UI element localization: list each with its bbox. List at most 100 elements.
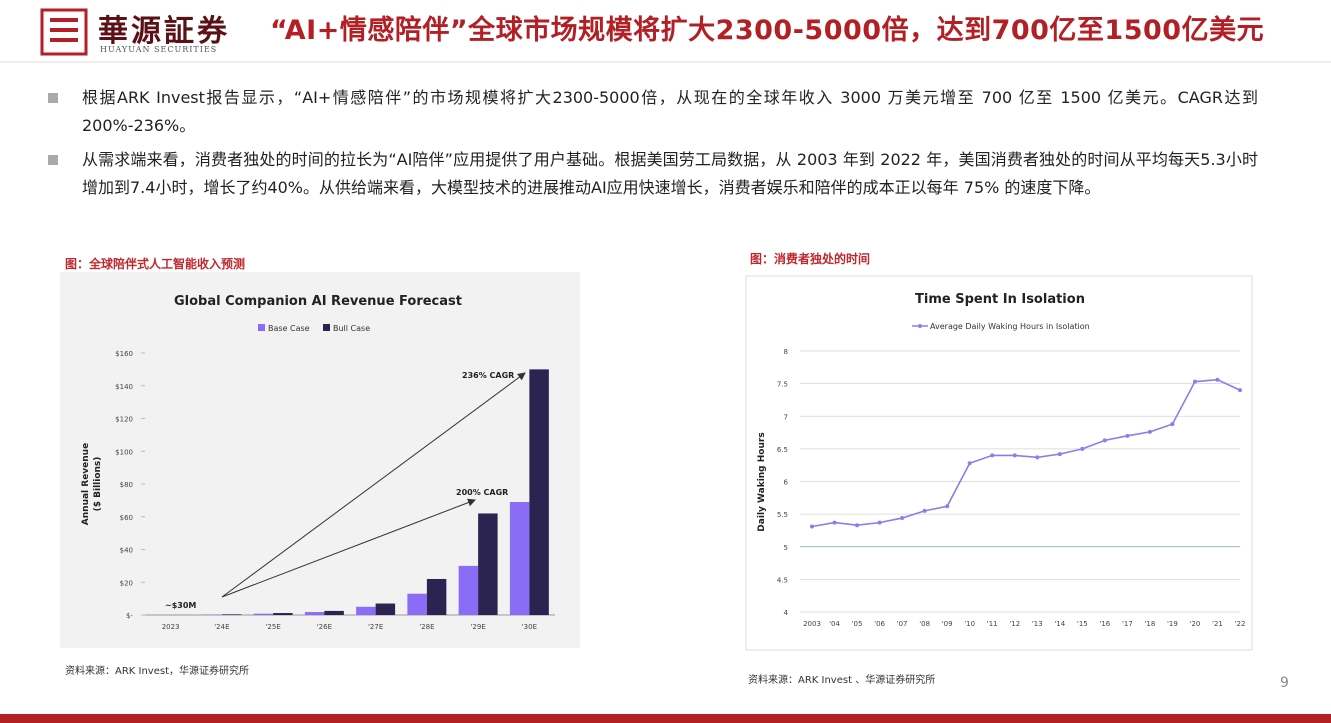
y-tick-label: $- [126,612,133,620]
chart-panel [60,272,580,648]
x-tick-label: 2023 [162,623,180,631]
legend-swatch [323,324,330,331]
point [1012,453,1017,458]
source: 资料来源：ARK Invest 、华源证券研究所 [748,675,936,686]
y-axis-label: ($ Billions) [93,457,103,512]
point [1192,379,1197,384]
chart-title: Time Spent In Isolation [915,292,1085,307]
y-tick-label: $80 [120,481,133,489]
point [877,520,882,525]
x-tick-label: '16 [1099,620,1110,628]
bar [529,369,549,615]
point [945,504,950,509]
logo-icon [50,28,78,32]
line [811,378,1241,528]
page-number: 9 [1280,675,1289,691]
y-axis-label: Daily Waking Hours [757,432,767,531]
logo-icon [40,8,88,56]
annotation: ~$30M [165,601,196,610]
y-tick-label: 7 [784,413,788,421]
y-tick-label: 8 [784,348,788,356]
bar [356,606,376,615]
x-tick-label: '10 [964,620,975,628]
y-tick-label: 6 [784,479,789,487]
point [1080,446,1085,451]
y-tick-label: 4 [784,609,789,617]
x-tick-label: '07 [897,620,908,628]
bullet: 根据ARK Invest报告显示，“AI+情感陪伴”的市场规模将扩大2300-5… [48,84,1258,140]
y-tick-label: $160 [115,350,133,358]
x-tick-label: '22 [1235,620,1246,628]
x-tick-label: '05 [852,620,863,628]
point [1215,377,1220,382]
y-tick-label: $100 [115,448,133,456]
x-tick-label: 2003 [803,620,821,628]
legend-swatch [918,324,922,328]
caption: 图：消费者独处的时间 [750,252,871,266]
y-tick-label: 5.5 [777,511,788,519]
x-tick-label: '27E [368,623,383,631]
x-tick-label: '14 [1054,620,1065,628]
bar [426,578,447,615]
bar [478,513,498,615]
point [810,524,814,529]
point [1147,429,1152,434]
logo-icon [50,38,78,42]
point [1035,455,1040,460]
x-tick-label: '12 [1009,620,1020,628]
x-tick-label: '19 [1167,620,1178,628]
point [1170,422,1175,427]
x-tick-label: '25E [265,623,280,631]
point [1057,452,1062,457]
x-tick-label: '04 [829,620,840,628]
bar [273,613,293,615]
bar [375,603,396,615]
y-tick-label: 7.5 [777,381,788,389]
page-title: “AI+情感陪伴”全球市场规模将扩大2300-5000倍，达到700亿至1500… [270,15,1265,46]
x-tick-label: '06 [874,620,885,628]
y-tick-label: $60 [120,514,133,522]
y-tick-label: 6.5 [777,446,788,454]
point [832,520,837,525]
chart-title: Global Companion AI Revenue Forecast [174,294,462,309]
bar [221,614,242,615]
point [1125,433,1130,438]
x-tick-label: '18 [1144,620,1155,628]
x-tick-label: '30E [522,623,537,631]
bar [458,565,479,615]
bar [304,612,325,615]
logo-icon [50,18,78,22]
annotation: 236% CAGR [462,371,514,380]
x-tick-label: '11 [987,620,998,628]
point [922,508,927,513]
arrow [221,372,526,598]
x-tick-label: '28E [419,623,434,631]
y-tick-label: $20 [120,579,133,587]
y-tick-label: 5 [784,544,788,552]
y-tick-label: 4.5 [777,576,788,584]
x-tick-label: '09 [942,620,953,628]
y-tick-label: $40 [120,547,133,555]
bullet-text: 从需求端来看，消费者独处的时间的拉长为“AI陪伴”应用提供了用户基础。根据美国劳… [82,150,1258,197]
annotation: 200% CAGR [456,488,508,497]
bullet-text: 根据ARK Invest报告显示，“AI+情感陪伴”的市场规模将扩大2300-5… [82,88,1258,135]
x-tick-label: '08 [919,620,930,628]
bullet: 从需求端来看，消费者独处的时间的拉长为“AI陪伴”应用提供了用户基础。根据美国劳… [48,146,1258,202]
point [855,523,860,528]
bar [253,613,274,615]
x-tick-label: '20 [1190,620,1201,628]
legend-label: Average Daily Waking Hours in Isolation [930,322,1090,331]
x-tick-label: '17 [1122,620,1133,628]
chart-panel [745,275,1253,651]
legend-label: Bull Case [333,324,370,333]
bar [407,593,427,615]
logo-subtext: HUAYUAN SECURITIES [100,45,218,54]
point [967,461,972,466]
x-tick-label: '15 [1077,620,1088,628]
legend-label: Base Case [268,324,310,333]
x-tick-label: '24E [214,623,229,631]
point [990,453,995,458]
y-tick-label: $140 [115,383,133,391]
logo-text: 華源証券 [98,14,230,49]
